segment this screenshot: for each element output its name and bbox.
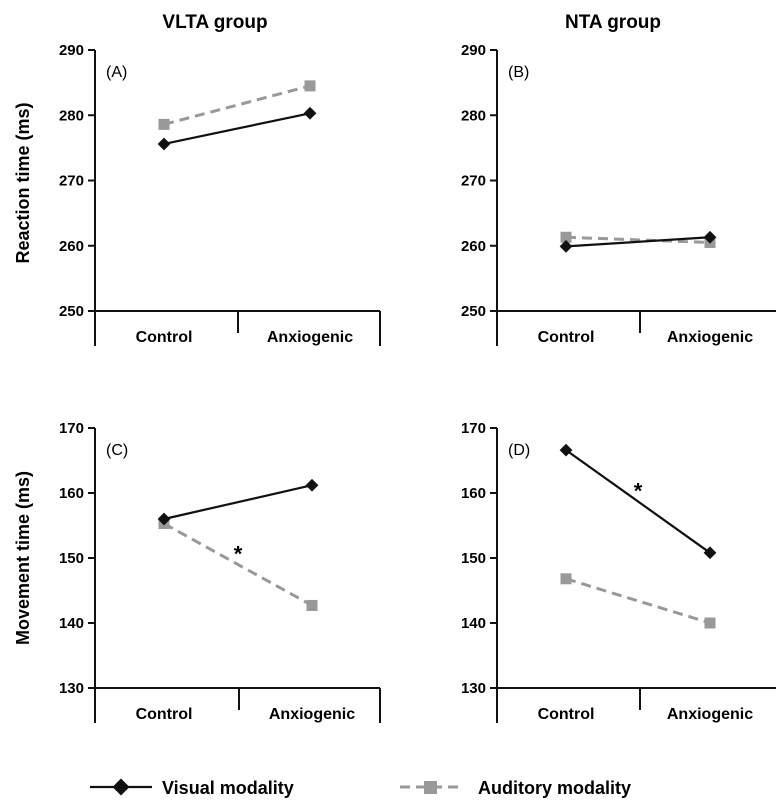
panel-b-category-label: Control — [538, 329, 595, 346]
panel-d-category-label: Anxiogenic — [667, 706, 753, 723]
panel-c-category-label: Control — [136, 706, 193, 723]
panel-a-auditory-line — [163, 84, 311, 126]
panel-d-auditory-point — [704, 617, 716, 629]
panel-b-y-tick-label: 280 — [461, 107, 486, 124]
panel-a-y-tick-label: 250 — [59, 303, 84, 320]
panel-d-significance-annotation: * — [634, 478, 643, 503]
panel-d-auditory-line — [565, 577, 711, 625]
panel-a-visual-line — [163, 112, 311, 146]
panel-a-y-tick-label: 270 — [59, 173, 84, 190]
panel-d-y-tick-label: 140 — [461, 615, 486, 632]
legend-auditory-marker — [424, 781, 437, 794]
panel-c-significance-annotation: * — [234, 542, 243, 567]
y-axis-label-movement-time: Movement time (ms) — [13, 471, 33, 645]
panel-d: 130 140 150 160 170 Control Anxiogenic (D) * — [461, 420, 776, 723]
panel-d-category-label: Control — [538, 706, 595, 723]
legend-visual-marker — [112, 778, 130, 796]
panel-d-y-tick-label: 160 — [461, 485, 486, 502]
panel-a-visual-point — [303, 106, 317, 120]
panel-a-category-label: Control — [136, 329, 193, 346]
panel-c-y-tick-label: 150 — [59, 550, 84, 567]
panel-b-y-tick-label: 260 — [461, 238, 486, 255]
panel-a: 250 260 270 280 290 Control Anxiogenic (A) — [59, 42, 381, 346]
panel-d-visual-line — [565, 449, 711, 554]
panel-a-auditory-point — [158, 118, 170, 130]
panel-d-auditory-point — [560, 573, 572, 585]
panel-a-visual-point — [157, 137, 171, 151]
panel-b-y-tick-label: 270 — [461, 173, 486, 190]
legend-auditory-label: Auditory modality — [478, 778, 631, 798]
panel-b-y-tick-label: 290 — [461, 42, 486, 59]
legend: Visual modality Auditory modality — [90, 778, 631, 798]
legend-visual-label: Visual modality — [162, 778, 294, 798]
panel-c-auditory-point — [306, 599, 318, 611]
panel-c-label: (C) — [106, 442, 128, 459]
panel-b-y-tick-label: 250 — [461, 303, 486, 320]
panel-c-visual-point — [305, 478, 319, 492]
panel-d-y-tick-label: 170 — [461, 420, 486, 437]
panel-b-category-label: Anxiogenic — [667, 329, 753, 346]
y-axis-label-reaction-time: Reaction time (ms) — [13, 102, 33, 263]
panel-c-auditory-line — [163, 522, 313, 607]
panel-b: 250 260 270 280 290 Control Anxiogenic (B) — [461, 42, 776, 346]
panel-a-y-tick-label: 260 — [59, 238, 84, 255]
panel-c-y-tick-label: 170 — [59, 420, 84, 437]
panel-b-auditory-point — [560, 231, 572, 243]
panel-b-visual-line — [565, 236, 711, 248]
panel-a-y-tick-label: 280 — [59, 107, 84, 124]
panel-d-y-tick-label: 130 — [461, 680, 486, 697]
panel-a-y-tick-label: 290 — [59, 42, 84, 59]
panel-a-category-label: Anxiogenic — [267, 329, 353, 346]
panel-d-label: (D) — [508, 442, 530, 459]
panel-b-label: (B) — [508, 64, 529, 81]
panel-a-auditory-point — [304, 80, 316, 92]
column-title-nta: NTA group — [565, 12, 661, 33]
panel-b-auditory-line — [565, 235, 711, 244]
panel-c-visual-line — [163, 484, 313, 521]
panel-d-y-tick-label: 150 — [461, 550, 486, 567]
panel-c-y-tick-label: 160 — [59, 485, 84, 502]
panel-c-y-tick-label: 130 — [59, 680, 84, 697]
column-title-vlta: VLTA group — [162, 12, 267, 33]
panels: 250 260 270 280 290 Control Anxiogenic (A) 250 26… — [59, 42, 776, 723]
panel-c-y-tick-label: 140 — [59, 615, 84, 632]
panel-c-category-label: Anxiogenic — [269, 706, 355, 723]
panel-a-label: (A) — [106, 64, 127, 81]
panel-c: 130 140 150 160 170 Control Anxiogenic (C) * — [59, 420, 381, 723]
